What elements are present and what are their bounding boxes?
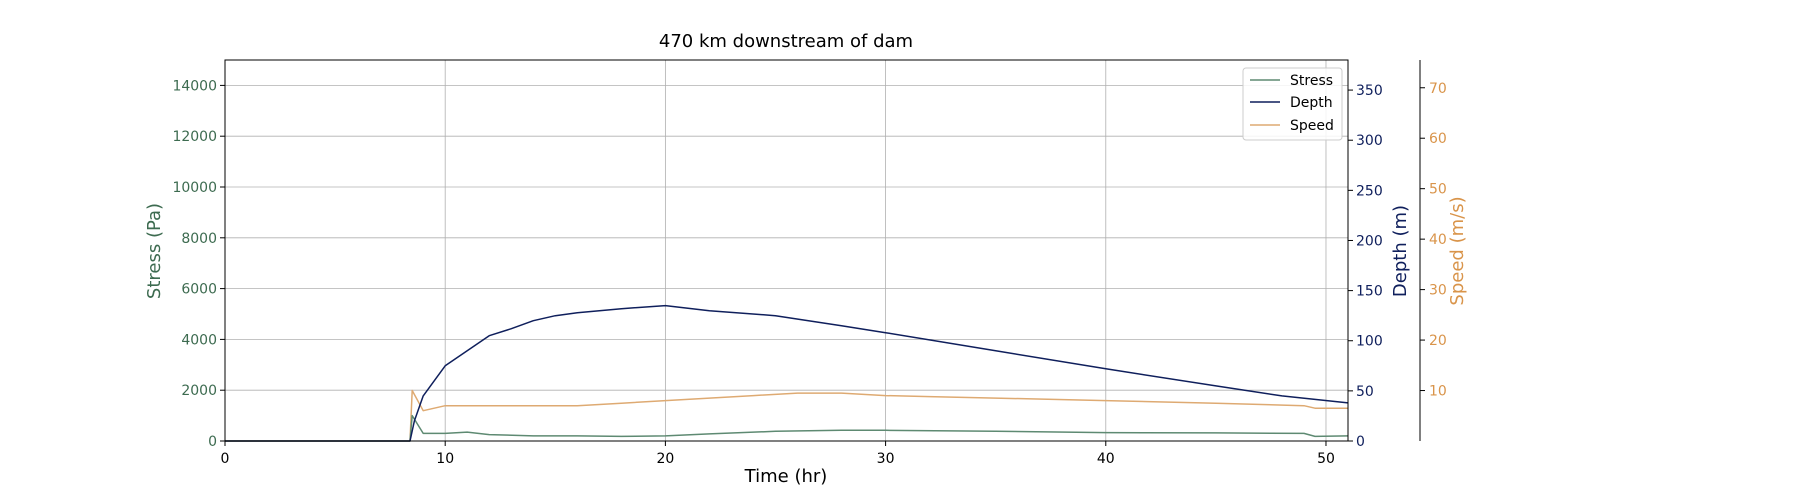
depth-tick-label: 350 [1356, 83, 1383, 99]
speed-tick-label: 10 [1429, 384, 1447, 400]
grid [224, 60, 1348, 442]
depth-tick-label: 250 [1356, 183, 1383, 199]
x-tick-label: 20 [656, 451, 674, 467]
speed-tick-label: 50 [1429, 182, 1447, 198]
stress-tick-label: 6000 [181, 282, 217, 298]
stress-tick-label: 10000 [172, 180, 217, 196]
speed-tick-label: 30 [1429, 283, 1447, 299]
series-line-speed [225, 389, 1348, 442]
legend-label-speed: Speed [1290, 118, 1334, 134]
stress-axis: 0 2000 4000 6000 8000 10000 12000 14000 [172, 78, 225, 450]
depth-axis-label: Depth (m) [1390, 205, 1411, 297]
series-line-depth [225, 304, 1349, 442]
speed-tick-label: 40 [1429, 232, 1447, 248]
depth-tick-label: 200 [1356, 233, 1383, 249]
x-axis: 0 10 20 30 40 50 [221, 441, 1335, 467]
x-tick-label: 0 [221, 451, 230, 467]
series-line-stress [225, 414, 1349, 442]
stress-axis-label: Stress (Pa) [144, 203, 165, 299]
speed-tick-label: 70 [1429, 81, 1447, 97]
stress-tick-label: 8000 [181, 231, 217, 247]
legend-label-depth: Depth [1290, 95, 1333, 111]
speed-tick-label: 20 [1429, 333, 1447, 349]
legend-label-stress: Stress [1290, 73, 1333, 89]
x-tick-label: 50 [1317, 451, 1335, 467]
plot-frame [224, 59, 1349, 442]
legend-box [1242, 67, 1343, 141]
legend: Stress Depth Speed [1242, 67, 1343, 141]
stress-tick-label: 0 [208, 434, 217, 450]
x-axis-label: Time (hr) [744, 466, 828, 487]
speed-axis-label: Speed (m/s) [1447, 196, 1468, 305]
stress-tick-label: 2000 [181, 383, 217, 399]
depth-tick-label: 300 [1356, 133, 1383, 149]
x-tick-label: 40 [1097, 451, 1115, 467]
depth-tick-label: 50 [1356, 384, 1374, 400]
depth-tick-label: 100 [1356, 334, 1383, 350]
chart-title: 470 km downstream of dam [659, 31, 913, 52]
depth-tick-label: 150 [1356, 284, 1383, 300]
stress-tick-label: 14000 [172, 78, 217, 94]
x-tick-label: 30 [877, 451, 895, 467]
x-tick-label: 10 [436, 451, 454, 467]
plot-area [225, 304, 1349, 442]
speed-tick-label: 60 [1429, 131, 1447, 147]
depth-axis: 0 50 100 150 200 250 300 350 [1348, 83, 1383, 450]
stress-tick-label: 12000 [172, 129, 217, 145]
stress-tick-label: 4000 [181, 332, 217, 348]
depth-tick-label: 0 [1356, 434, 1365, 450]
speed-axis: 10 20 30 40 50 60 70 [1420, 81, 1447, 400]
